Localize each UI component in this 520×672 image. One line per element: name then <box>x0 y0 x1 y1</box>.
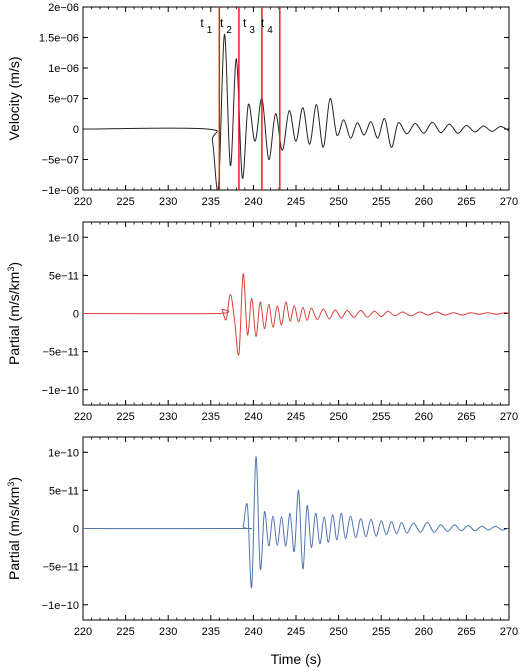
y-tick-label: −5e−11 <box>42 562 79 574</box>
y-tick-label: −5e−11 <box>42 347 79 359</box>
marker-label-main: t <box>220 16 224 30</box>
x-tick-label: 250 <box>329 411 347 423</box>
y-tick-label: −1e−06 <box>42 185 79 197</box>
x-tick-label: 240 <box>244 411 262 423</box>
y-tick-label: −5e−07 <box>42 155 79 167</box>
plot-frame <box>82 6 510 191</box>
x-tick-label: 250 <box>329 196 347 208</box>
series-line-1 <box>83 456 509 588</box>
x-tick-label: 265 <box>457 196 475 208</box>
y-axis-label: Partial (m/s/km3) <box>6 477 22 580</box>
y-axis-label-end: ) <box>6 262 22 267</box>
x-tick-label: 260 <box>415 626 433 638</box>
marker-label-main: t <box>261 16 265 30</box>
y-axis-label-end: ) <box>6 477 22 482</box>
y-tick-label: −1e−10 <box>42 385 79 397</box>
panel-1: 220 225 230 235 240 245 250 255 260 265 270−1e−06−… <box>6 2 518 208</box>
y-tick-label: 0 <box>73 309 79 321</box>
x-tick-label: 235 <box>202 411 220 423</box>
y-tick-label: 5e−11 <box>49 270 79 282</box>
x-tick-label: 270 <box>500 196 518 208</box>
x-tick-label: 220 <box>74 196 92 208</box>
x-tick-label: 220 <box>74 411 92 423</box>
y-axis-label-sup: 3 <box>6 267 16 272</box>
marker-label-sub: 1 <box>207 25 213 36</box>
x-axis-label: Time (s) <box>271 651 322 667</box>
y-tick-label: 5e−11 <box>49 485 79 497</box>
x-tick-label: 240 <box>244 196 262 208</box>
x-tick-label: 225 <box>116 626 134 638</box>
x-tick-label: 235 <box>202 626 220 638</box>
x-tick-label: 250 <box>329 626 347 638</box>
y-axis-label-sup: 3 <box>6 482 16 487</box>
y-tick-label: 1e−06 <box>48 63 79 75</box>
series-line-1 <box>83 33 509 190</box>
y-tick-label: 2e−06 <box>48 2 79 14</box>
y-axis-label: Velocity (m/s) <box>6 56 22 140</box>
x-tick-label: 235 <box>202 196 220 208</box>
y-axis-label-text: Partial (m/s/km <box>6 272 22 365</box>
y-tick-label: 1e−10 <box>48 232 79 244</box>
x-tick-label: 245 <box>287 411 305 423</box>
marker-label-main: t <box>200 16 204 30</box>
marker-label-sub: 2 <box>226 25 232 36</box>
x-tick-label: 255 <box>372 626 390 638</box>
panel-3: 220 225 230 235 240 245 250 255 260 265 270 −1e−10 −… <box>6 436 518 667</box>
y-axis-label-text: Partial (m/s/km <box>6 487 22 580</box>
x-tick-label: 260 <box>415 196 433 208</box>
x-tick-label: 270 <box>500 411 518 423</box>
marker-label-sub: 3 <box>249 25 255 36</box>
x-tick-label: 225 <box>116 411 134 423</box>
x-tick-label: 245 <box>287 626 305 638</box>
y-tick-label: 1.5e−06 <box>39 33 79 45</box>
x-tick-label: 230 <box>159 411 177 423</box>
panel-2: 220 225 230 235 240 245 250 255 260 265 270 −1e−10 −… <box>6 221 518 423</box>
marker-label-sub: 4 <box>267 25 273 36</box>
x-tick-label: 225 <box>116 196 134 208</box>
y-tick-label: 0 <box>73 124 79 136</box>
y-tick-label: 1e−10 <box>48 447 79 459</box>
y-tick-label: −1e−10 <box>42 600 79 612</box>
x-tick-label: 260 <box>415 411 433 423</box>
x-tick-label: 245 <box>287 196 305 208</box>
x-tick-label: 265 <box>457 626 475 638</box>
y-axis-label-text: Velocity (m/s) <box>6 56 22 140</box>
y-tick-label: 0 <box>73 524 79 536</box>
x-tick-label: 230 <box>159 626 177 638</box>
y-axis-label: Partial (m/s/km3) <box>6 262 22 365</box>
series-line-1 <box>83 273 509 356</box>
x-tick-label: 265 <box>457 411 475 423</box>
x-tick-label: 255 <box>372 411 390 423</box>
x-tick-label: 220 <box>74 626 92 638</box>
x-tick-label: 270 <box>500 626 518 638</box>
x-tick-label: 240 <box>244 626 262 638</box>
x-tick-label: 255 <box>372 196 390 208</box>
marker-label-main: t <box>243 16 247 30</box>
x-tick-label: 230 <box>159 196 177 208</box>
y-tick-label: 5e−07 <box>48 94 79 106</box>
